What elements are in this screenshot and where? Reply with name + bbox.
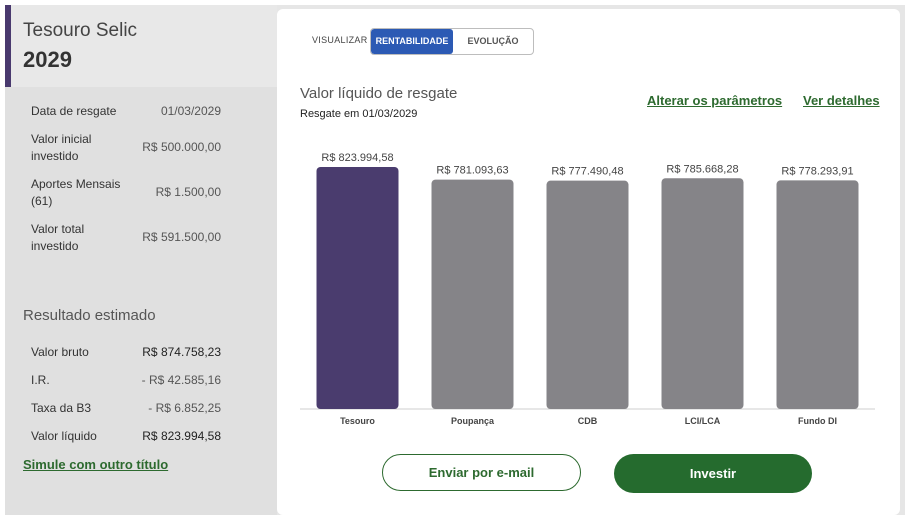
bar-chart: R$ 823.994,58 Tesouro R$ 781.093,63 Poupanç… [300,152,875,426]
summary-value: R$ 1.500,00 [155,185,221,199]
result-label: Valor líquido [31,429,97,443]
result-label: I.R. [31,373,50,387]
bar-value-label: R$ 823.994,58 [321,152,393,164]
title-accent-bar [5,5,11,87]
result-label: Taxa da B3 [31,401,92,415]
tab-evolucao[interactable]: EVOLUÇÃO [467,36,519,46]
bar-tesouro [316,167,399,409]
summary-value: R$ 591.500,00 [142,230,221,244]
alter-parameters-link[interactable]: Alterar os parâmetros [647,93,783,108]
result-value: R$ 823.994,58 [142,429,221,443]
view-toggle: RENTABILIDADE EVOLUÇÃO [370,28,534,55]
bond-name: Tesouro Selic [23,20,138,41]
result-value: - R$ 6.852,25 [148,401,221,415]
bar-value-label: R$ 785.668,28 [666,163,738,175]
bar-poupan-a [431,179,514,409]
simulate-other-bond-link[interactable]: Simule com outro título [23,457,169,472]
summary-panel: Tesouro Selic 2029 Data de resgate 01/03… [5,5,277,515]
category-label: LCI/LCA [685,416,721,426]
bar-fundo-di [776,180,859,409]
category-label: CDB [578,416,598,426]
category-label: Poupança [451,416,495,426]
invest-button[interactable]: Investir [614,454,812,493]
bar-lci-lca [661,178,744,409]
bond-year: 2029 [23,47,72,72]
summary-label: Valor inicial investido [31,132,92,163]
result-value: R$ 874.758,23 [142,345,221,359]
category-label: Tesouro [340,416,375,426]
bar-cdb [546,180,629,409]
bar-value-label: R$ 778.293,91 [781,165,853,177]
result-value: - R$ 42.585,16 [141,373,221,387]
category-label: Fundo DI [798,416,837,426]
summary-value: 01/03/2029 [160,104,221,118]
chart-subtitle: Resgate em 01/03/2029 [300,108,418,120]
bar-value-label: R$ 777.490,48 [551,166,623,178]
tab-rentabilidade[interactable]: RENTABILIDADE [371,29,453,54]
see-details-link[interactable]: Ver detalhes [803,93,880,108]
chart-panel: VISUALIZAR RENTABILIDADE EVOLUÇÃO Valor … [277,9,900,515]
summary-body [5,87,277,515]
chart-title: Valor líquido de resgate [300,85,458,102]
summary-value: R$ 500.000,00 [142,140,221,154]
result-label: Valor bruto [31,345,89,359]
send-email-button[interactable]: Enviar por e-mail [382,454,581,491]
title-block: Tesouro Selic 2029 [5,5,277,87]
summary-label: Aportes Mensais (61) [31,177,121,208]
result-section-title: Resultado estimado [23,307,156,324]
bar-value-label: R$ 781.093,63 [436,165,508,177]
summary-label: Valor total investido [31,222,85,253]
visualize-label: VISUALIZAR [312,35,368,45]
summary-label: Data de resgate [31,104,117,118]
